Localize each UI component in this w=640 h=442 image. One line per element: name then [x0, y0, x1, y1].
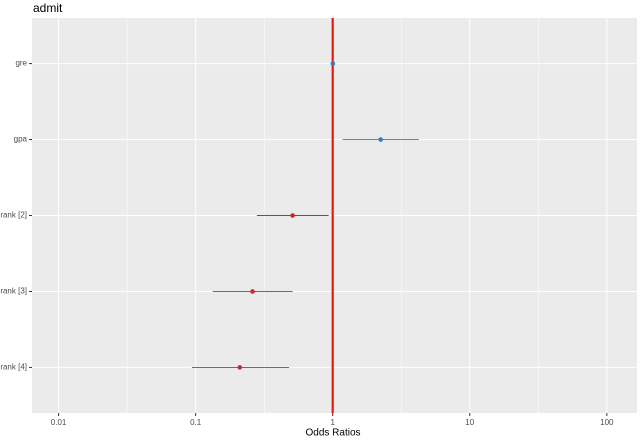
x-tick-label: 0.1: [190, 418, 202, 427]
point: [290, 213, 295, 218]
x-tick-label: 100: [600, 418, 614, 427]
y-tick-label: gre: [15, 59, 27, 68]
point: [237, 365, 243, 370]
point: [330, 61, 336, 66]
y-tick-label: rank [2]: [0, 211, 27, 220]
x-tick-label: 10: [465, 418, 474, 427]
y-tick-label: rank [3]: [0, 287, 27, 296]
point: [378, 137, 384, 142]
x-axis-label: Odds Ratios: [305, 428, 360, 439]
chart-title: admit: [33, 1, 63, 15]
x-tick-label: 1: [330, 418, 335, 427]
point: [250, 289, 255, 294]
y-tick-label: gpa: [14, 135, 28, 144]
y-tick-label: rank [4]: [0, 363, 27, 372]
x-tick-label: 0.01: [51, 418, 67, 427]
